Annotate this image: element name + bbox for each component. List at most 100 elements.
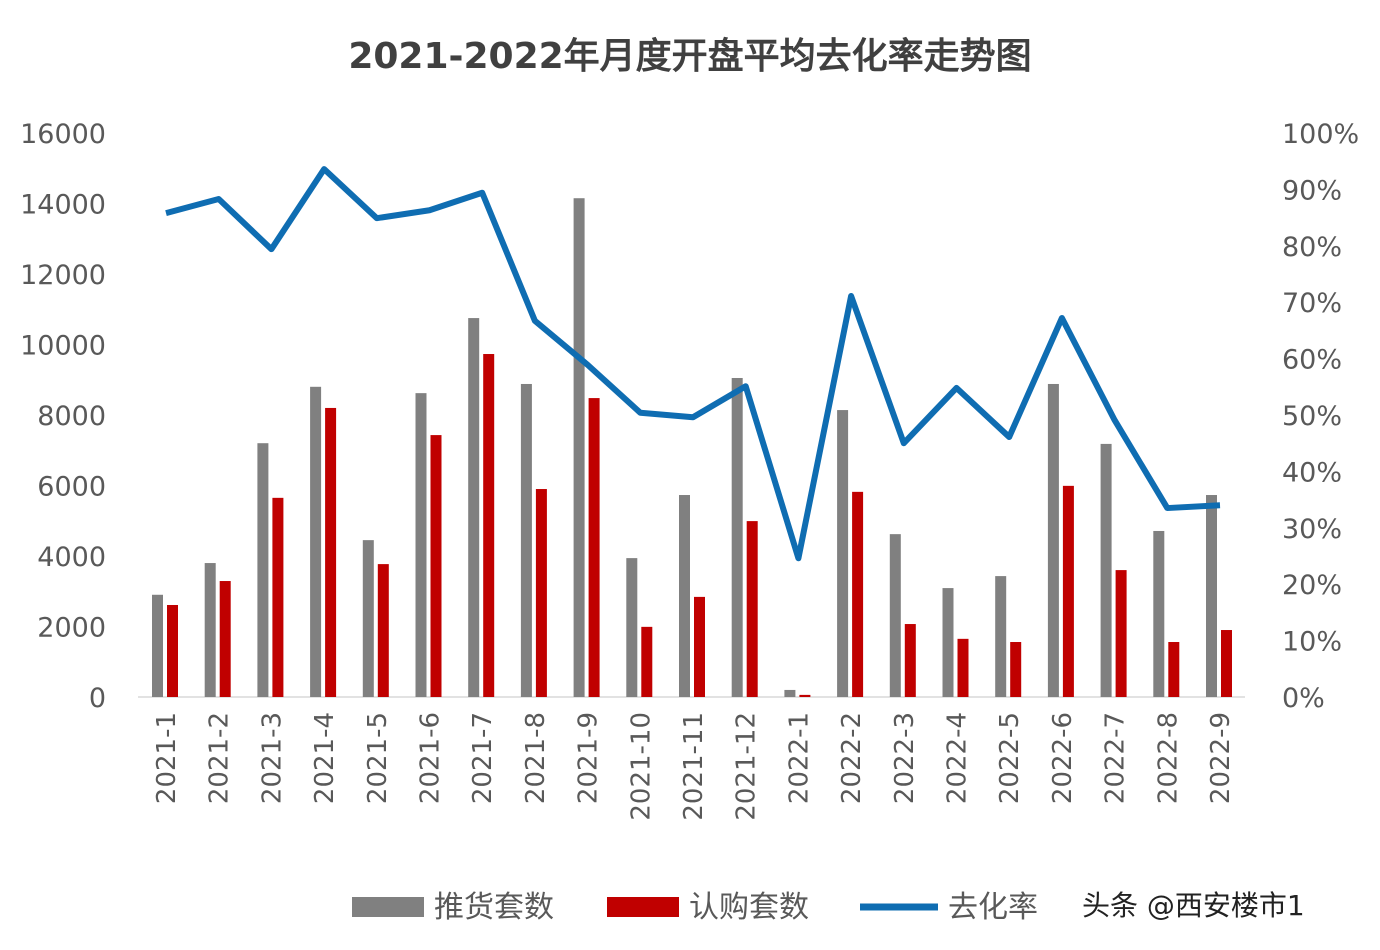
bar-subscription — [1168, 642, 1179, 697]
legend-label: 认购套数 — [689, 890, 809, 925]
right-tick-label: 100% — [1282, 119, 1359, 150]
left-tick-label: 8000 — [37, 401, 106, 432]
bar-subscription — [1221, 630, 1232, 697]
left-tick-label: 12000 — [20, 260, 106, 291]
bar-supply — [1101, 444, 1112, 697]
bar-supply — [837, 410, 848, 697]
bar-supply — [679, 495, 690, 697]
bar-subscription — [325, 408, 336, 697]
bar-subscription — [694, 597, 705, 697]
bar-subscription — [1063, 486, 1074, 697]
bar-supply — [521, 384, 532, 697]
rate-line — [166, 169, 1220, 558]
legend-label: 去化率 — [948, 890, 1038, 925]
x-tick-label: 2022-9 — [1206, 712, 1236, 804]
chart-title: 2021-2022年月度开盘平均去化率走势图 — [348, 35, 1031, 77]
legend-item: 推货套数 — [352, 890, 554, 925]
legend-label: 推货套数 — [434, 890, 554, 925]
left-tick-label: 16000 — [20, 119, 106, 150]
bar-subscription — [483, 354, 494, 697]
bar-supply — [205, 563, 216, 697]
bar-subscription — [799, 695, 810, 697]
x-tick-label: 2021-2 — [205, 712, 235, 804]
bar-subscription — [1010, 642, 1021, 697]
x-tick-label: 2021-1 — [152, 712, 182, 804]
bar-subscription — [272, 498, 283, 697]
right-tick-label: 70% — [1282, 288, 1342, 319]
bar-supply — [995, 576, 1006, 697]
x-tick-label: 2021-5 — [363, 712, 393, 804]
bar-subscription — [905, 624, 916, 697]
bar-subscription — [167, 605, 178, 697]
bar-subscription — [431, 435, 442, 697]
bar-subscription — [1116, 570, 1127, 697]
left-tick-label: 10000 — [20, 331, 106, 362]
left-tick-label: 14000 — [20, 190, 106, 221]
left-tick-label: 0 — [89, 683, 106, 714]
bar-subscription — [852, 492, 863, 697]
x-tick-label: 2021-3 — [257, 712, 287, 804]
x-tick-label: 2021-11 — [679, 712, 709, 821]
x-tick-label: 2021-8 — [521, 712, 551, 804]
bar-supply — [732, 378, 743, 697]
x-tick-label: 2022-8 — [1153, 712, 1183, 804]
x-tick-label: 2022-2 — [837, 712, 867, 804]
bar-supply — [416, 393, 427, 697]
right-tick-label: 90% — [1282, 175, 1342, 206]
left-tick-label: 2000 — [37, 613, 106, 644]
bar-supply — [574, 198, 585, 697]
legend-swatch — [607, 897, 679, 917]
left-tick-label: 6000 — [37, 472, 106, 503]
x-tick-label: 2021-6 — [416, 712, 446, 804]
bar-supply — [363, 540, 374, 697]
right-tick-label: 80% — [1282, 232, 1342, 263]
x-tick-label: 2022-3 — [890, 712, 920, 804]
bar-subscription — [641, 627, 652, 697]
bar-supply — [310, 387, 321, 697]
bar-supply — [1206, 495, 1217, 697]
bar-subscription — [220, 581, 231, 697]
bars — [152, 198, 1232, 697]
x-tick-label: 2022-1 — [784, 712, 814, 804]
legend-item: 认购套数 — [607, 890, 809, 925]
x-tick-label: 2021-7 — [468, 712, 498, 804]
x-tick-label: 2021-9 — [574, 712, 604, 804]
legend: 推货套数 认购套数 去化率 — [352, 890, 1038, 925]
x-tick-label: 2022-6 — [1048, 712, 1078, 804]
bar-subscription — [536, 489, 547, 697]
left-axis-ticks: 0 2000 4000 6000 8000 10000 12000 14000 16000 — [20, 119, 106, 714]
bar-supply — [626, 558, 637, 697]
bar-subscription — [378, 564, 389, 697]
right-tick-label: 50% — [1282, 401, 1342, 432]
right-tick-label: 30% — [1282, 514, 1342, 545]
right-tick-label: 10% — [1282, 627, 1342, 658]
right-tick-label: 40% — [1282, 457, 1342, 488]
bar-subscription — [747, 521, 758, 697]
right-tick-label: 20% — [1282, 570, 1342, 601]
right-tick-label: 0% — [1282, 683, 1325, 714]
left-tick-label: 4000 — [37, 542, 106, 573]
bar-subscription — [958, 639, 969, 697]
rate-line-path — [166, 169, 1220, 558]
x-tick-label: 2022-7 — [1101, 712, 1131, 804]
x-tick-label: 2021-4 — [310, 712, 340, 804]
x-tick-label: 2022-4 — [943, 712, 973, 804]
bar-supply — [1153, 531, 1164, 697]
bar-supply — [890, 534, 901, 697]
x-axis-ticks: 2021-1 2021-2 2021-3 2021-4 2021-5 2021-6 2021… — [152, 712, 1236, 821]
bar-supply — [1048, 384, 1059, 697]
x-tick-label: 2021-12 — [732, 712, 762, 821]
bar-supply — [152, 595, 163, 697]
bar-supply — [468, 318, 479, 697]
legend-swatch — [352, 897, 424, 917]
x-tick-label: 2021-10 — [626, 712, 656, 821]
bar-supply — [943, 588, 954, 697]
watermark: 头条 @西安楼市1 — [1082, 889, 1305, 922]
right-axis-ticks: 0%10%20%30%40%50%60%70%80%90%100% — [1282, 119, 1359, 714]
legend-item: 去化率 — [860, 890, 1038, 925]
bar-subscription — [589, 398, 600, 697]
bar-supply — [784, 690, 795, 697]
bar-supply — [257, 443, 268, 697]
x-tick-label: 2022-5 — [995, 712, 1025, 804]
